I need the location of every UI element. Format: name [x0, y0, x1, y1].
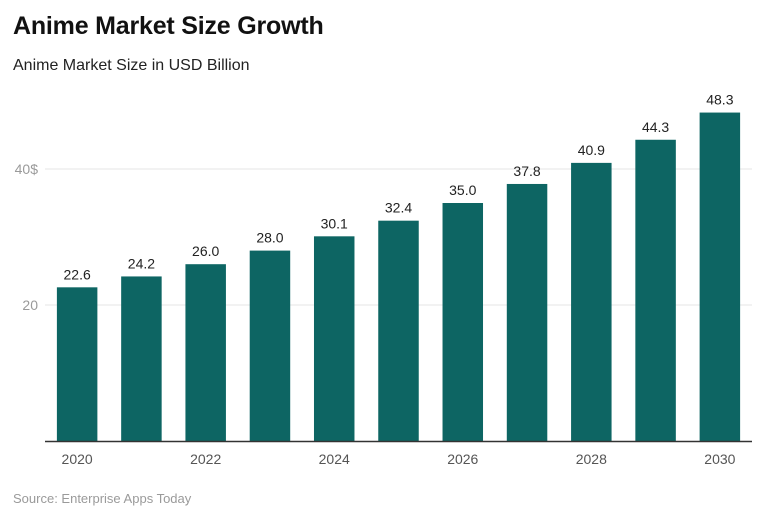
- bar-2022: [185, 264, 226, 441]
- x-tick-label-2020: 2020: [62, 451, 93, 467]
- value-label-2025: 32.4: [385, 200, 412, 216]
- bar-2025: [378, 220, 419, 441]
- bar-2028: [571, 162, 612, 441]
- bar-2026: [442, 203, 484, 441]
- value-label-2020: 22.6: [64, 266, 91, 282]
- bar-2030: [699, 112, 741, 441]
- x-tick-label-2022: 2022: [190, 451, 221, 467]
- value-label-2026: 35.0: [449, 182, 476, 198]
- x-axis-ticks: 2020 2022 2024 2026 2028 2030: [62, 451, 736, 467]
- value-label-2024: 30.1: [321, 215, 348, 231]
- bar-2020: [56, 287, 98, 441]
- source-note: Source: Enterprise Apps Today: [13, 491, 192, 506]
- y-axis-ticks: 20 40$: [15, 161, 39, 313]
- bar-2029: [635, 139, 676, 441]
- bar-2021: [121, 276, 162, 441]
- value-label-2022: 26.0: [192, 243, 219, 259]
- value-label-2030: 48.3: [706, 92, 733, 108]
- y-tick-label: 20: [22, 297, 38, 313]
- value-label-2027: 37.8: [513, 163, 540, 179]
- chart-subtitle: Anime Market Size in USD Billion: [13, 57, 250, 74]
- value-label-2028: 40.9: [578, 142, 605, 158]
- y-tick-label: 40$: [15, 161, 39, 177]
- bar-2023: [249, 250, 291, 441]
- x-tick-label-2028: 2028: [576, 451, 607, 467]
- bars: [56, 112, 741, 441]
- chart-title: Anime Market Size Growth: [13, 12, 324, 40]
- x-tick-label-2024: 2024: [319, 451, 350, 467]
- value-labels: 22.6 24.2 26.0 28.0 30.1 32.4 35.0 37.8 40.9 44.3…: [64, 92, 734, 283]
- value-label-2023: 28.0: [256, 230, 283, 246]
- value-label-2029: 44.3: [642, 119, 669, 135]
- value-label-2021: 24.2: [128, 255, 155, 271]
- x-tick-label-2030: 2030: [704, 451, 735, 467]
- bar-2024: [313, 236, 355, 441]
- x-tick-label-2026: 2026: [447, 451, 478, 467]
- bar-2027: [506, 183, 548, 441]
